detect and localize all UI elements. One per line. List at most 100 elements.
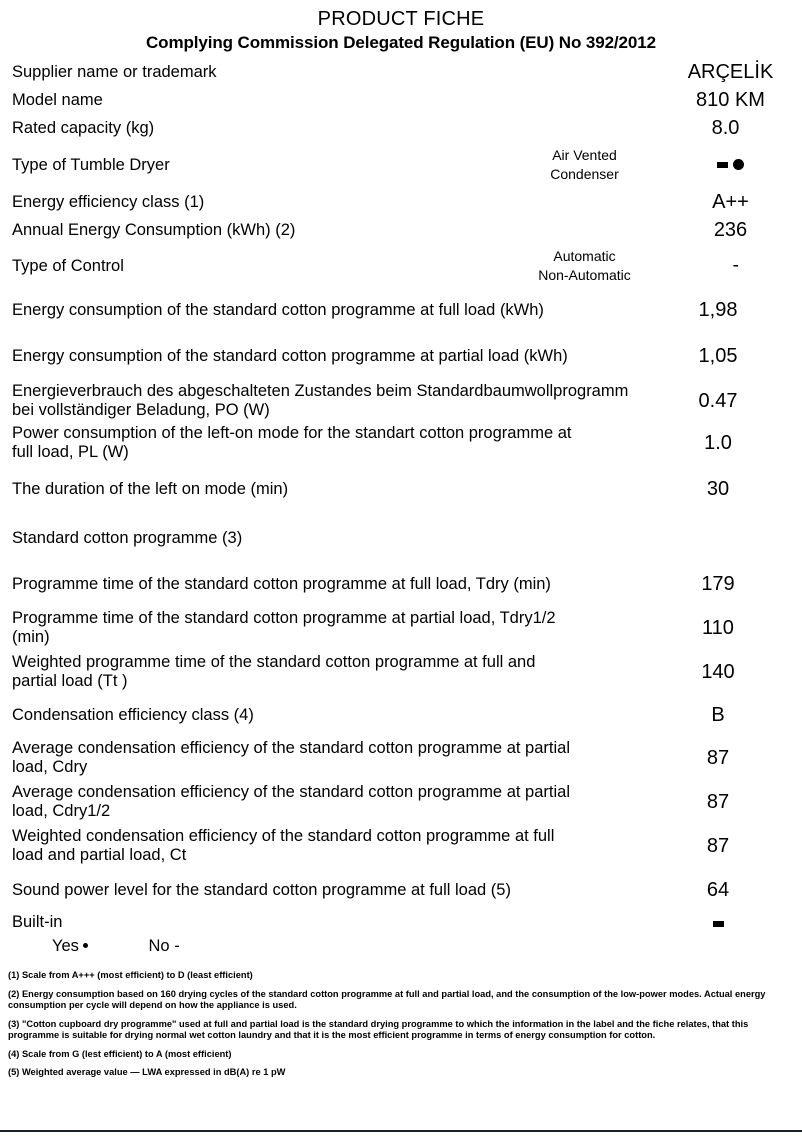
built-in-no-dash-icon: - — [174, 937, 180, 955]
option-label-air-vented: Air Vented — [552, 147, 617, 163]
row-left-on-power: Power consumption of the left-on mode fo… — [0, 422, 802, 464]
row-value-condensation-class: B — [711, 704, 725, 726]
built-in-yes-dot-icon — [82, 943, 88, 949]
built-in-marker-icon — [712, 920, 724, 927]
row-label-built-in: Built-in — [12, 913, 63, 931]
row-value-cdry: 87 — [706, 747, 730, 769]
row-annual-energy: Annual Energy Consumption (kWh) (2) 236 — [0, 216, 802, 244]
row-rated-capacity: Rated capacity (kg) 8.0 — [0, 113, 802, 142]
row-standard-programme: Standard cotton programme (3) — [0, 514, 802, 562]
row-label-cdry-half-line1: Average condensation efficiency of the s… — [12, 783, 570, 801]
built-in-option-no-label: No — [148, 937, 170, 955]
row-tdry: Programme time of the standard cotton pr… — [0, 562, 802, 606]
footnote-3: (3) "Cotton cupboard dry programme" used… — [8, 1018, 749, 1041]
row-value-annual-energy: 236 — [713, 219, 748, 241]
footnotes: (1) Scale from A+++ (most efficient) to … — [0, 970, 802, 1079]
row-label-supplier: Supplier name or trademark — [12, 63, 217, 81]
row-label-standard-programme: Standard cotton programme (3) — [12, 529, 243, 547]
row-value-tdry-half: 110 — [702, 617, 734, 639]
row-label-sound-power: Sound power level for the standard cotto… — [12, 881, 511, 899]
built-in-option-yes-label: Yes — [52, 937, 79, 955]
row-mid-control-type: Automatic Non-Automatic — [492, 247, 677, 285]
row-label-tt-line1: Weighted programme time of the standard … — [12, 653, 536, 671]
row-value-built-in — [652, 912, 802, 934]
row-label-energy-class: Energy efficiency class (1) — [12, 193, 205, 211]
row-value-energy-full-load: 1,98 — [698, 299, 738, 321]
footnote-1: (1) Scale from A+++ (most efficient) to … — [8, 970, 253, 980]
row-value-model: 810 KM — [696, 88, 765, 111]
row-value-energy-partial-load: 1,05 — [698, 345, 738, 367]
condenser-marker-icon — [733, 154, 745, 175]
row-label-ct-line2: load and partial load, Ct — [12, 846, 187, 864]
row-value-sound-power: 64 — [706, 879, 730, 901]
row-label-cdry-line2: load, Cdry — [12, 758, 88, 776]
row-sound-power: Sound power level for the standard cotto… — [0, 868, 802, 912]
row-left-on-duration: The duration of the left on mode (min) 3… — [0, 464, 802, 514]
row-label-left-on-duration: The duration of the left on mode (min) — [12, 480, 289, 498]
row-label-ct-line1: Weighted condensation efficiency of the … — [12, 827, 555, 845]
row-value-supplier: ARÇELİK — [687, 61, 774, 83]
row-supplier: Supplier name or trademark ARÇELİK — [0, 58, 802, 86]
row-label-dryer-type: Type of Tumble Dryer — [12, 156, 170, 174]
row-label-energy-partial-load: Energy consumption of the standard cotto… — [12, 347, 568, 365]
row-label-control-type: Type of Control — [12, 257, 124, 275]
row-value-rated-capacity: 8.0 — [711, 116, 740, 139]
row-value-tdry: 179 — [701, 573, 735, 595]
row-label-tdry: Programme time of the standard cotton pr… — [12, 575, 551, 593]
bottom-divider — [0, 1130, 802, 1132]
row-dryer-type: Type of Tumble Dryer Air Vented Condense… — [0, 142, 802, 188]
row-energy-full-load: Energy consumption of the standard cotto… — [0, 288, 802, 332]
row-value-left-on-duration: 30 — [706, 478, 730, 500]
row-label-left-on-power-line1: Power consumption of the left-on mode fo… — [12, 424, 572, 442]
row-label-cdry-half-line2: load, Cdry1/2 — [12, 802, 111, 820]
control-type-marker: - — [732, 255, 739, 276]
row-value-tt: 140 — [701, 661, 735, 683]
row-label-rated-capacity: Rated capacity (kg) — [12, 118, 155, 137]
row-value-ct: 87 — [706, 835, 730, 857]
row-value-dryer-type — [677, 154, 802, 176]
footnote-2: (2) Energy consumption based on 160 dryi… — [8, 988, 766, 1011]
row-cdry: Average condensation efficiency of the s… — [0, 736, 802, 780]
row-label-model: Model name — [12, 90, 103, 109]
row-label-off-mode-power-line1: Energieverbrauch des abgeschalteten Zust… — [12, 382, 629, 400]
row-value-left-on-power: 1.0 — [704, 432, 732, 454]
option-label-condenser: Condenser — [550, 166, 619, 182]
air-vented-marker-icon — [716, 154, 728, 175]
row-value-cdry-half: 87 — [706, 791, 730, 813]
row-tt: Weighted programme time of the standard … — [0, 650, 802, 694]
option-label-non-automatic: Non-Automatic — [538, 267, 631, 283]
row-energy-partial-load: Energy consumption of the standard cotto… — [0, 332, 802, 380]
row-tdry-half: Programme time of the standard cotton pr… — [0, 606, 802, 650]
row-label-condensation-class: Condensation efficiency class (4) — [12, 706, 254, 724]
row-model: Model name 810 KM — [0, 86, 802, 113]
row-label-annual-energy: Annual Energy Consumption (kWh) (2) — [12, 221, 296, 239]
row-energy-class: Energy efficiency class (1) A++ — [0, 188, 802, 216]
row-value-off-mode-power: 0.47 — [698, 390, 738, 412]
footnote-5: (5) Weighted average value — LWA express… — [8, 1067, 286, 1077]
page-title: PRODUCT FICHE — [317, 8, 485, 30]
row-off-mode-power: Energieverbrauch des abgeschalteten Zust… — [0, 380, 802, 422]
fiche-rows: Supplier name or trademark ARÇELİK Model… — [0, 58, 802, 956]
row-label-left-on-power-line2: full load, PL (W) — [12, 443, 129, 461]
row-label-cdry-line1: Average condensation efficiency of the s… — [12, 739, 570, 757]
row-label-off-mode-power-line2: bei vollständiger Beladung, PO (W) — [12, 401, 270, 419]
option-label-automatic: Automatic — [553, 248, 616, 264]
built-in-options: Yes No - — [0, 936, 802, 956]
row-value-control-type: - — [677, 255, 802, 277]
row-label-tdry-half-line1: Programme time of the standard cotton pr… — [12, 609, 556, 627]
row-mid-dryer-type: Air Vented Condenser — [492, 146, 677, 184]
row-value-energy-class: A++ — [712, 191, 749, 213]
row-cdry-half: Average condensation efficiency of the s… — [0, 780, 802, 824]
built-in-option-yes: Yes — [52, 937, 88, 955]
row-ct: Weighted condensation efficiency of the … — [0, 824, 802, 868]
footnote-4: (4) Scale from G (lest efficient) to A (… — [8, 1048, 232, 1059]
row-control-type: Type of Control Automatic Non-Automatic … — [0, 244, 802, 288]
row-condensation-class: Condensation efficiency class (4) B — [0, 694, 802, 736]
built-in-option-no: No - — [149, 937, 180, 955]
row-built-in: Built-in — [0, 912, 802, 940]
row-label-tdry-half-line2: (min) — [12, 628, 50, 646]
row-label-tt-line2: partial load (Tt ) — [12, 672, 128, 690]
row-label-energy-full-load: Energy consumption of the standard cotto… — [12, 301, 544, 319]
page-subtitle: Complying Commission Delegated Regulatio… — [146, 33, 656, 52]
